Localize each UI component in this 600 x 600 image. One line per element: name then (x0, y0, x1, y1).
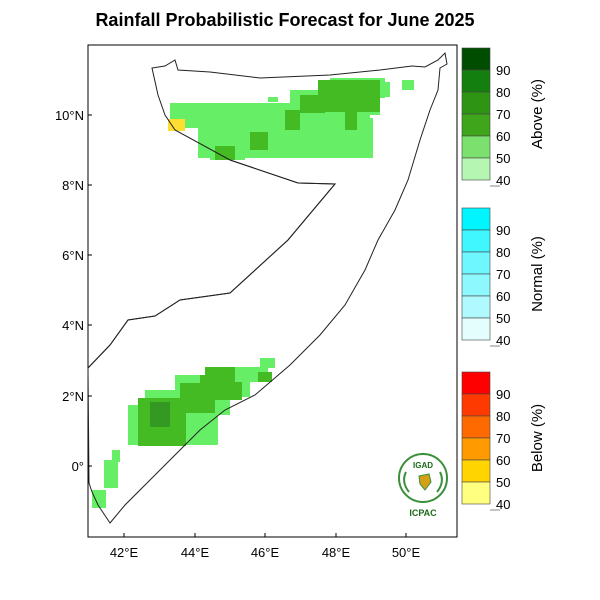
lat-label-8n: 8°N (62, 178, 84, 193)
map-title: Rainfall Probabilistic Forecast for June… (95, 10, 475, 30)
colorbar-swatch (461, 91, 491, 115)
forecast-cell-above-50 (260, 358, 275, 368)
forecast-cell-above-50 (92, 490, 106, 508)
forecast-cell-above-60 (285, 110, 300, 130)
logo-igad-text: IGAD (413, 461, 433, 470)
colorbar-swatch (461, 229, 491, 253)
colorbar-swatch (461, 437, 491, 461)
forecast-cell-above-60 (215, 146, 235, 160)
lat-label-6n: 6°N (62, 248, 84, 263)
laurel-icon (403, 471, 443, 493)
colorbar-title: Above (%) (529, 79, 546, 149)
colorbar-swatch (461, 113, 491, 137)
lat-label-2n: 2°N (62, 389, 84, 404)
forecast-cell-above-70 (150, 402, 170, 427)
colorbar-tick-label: 80 (496, 409, 510, 424)
colorbar-tick-label: 40 (496, 173, 510, 188)
colorbar-swatch (461, 371, 491, 395)
colorbars: 90 80 70 60 50 40 Above (%) 90 80 70 60 50 40 Normal … (461, 47, 546, 512)
colorbar-tick-label: 40 (496, 333, 510, 348)
igad-logo: IGAD ICPAC (398, 453, 448, 518)
forecast-cell-above-60 (300, 95, 325, 113)
lon-label-46e: 46°E (251, 545, 280, 560)
colorbar-swatch (461, 135, 491, 159)
colorbar-tick-label: 60 (496, 289, 510, 304)
colorbar-swatch (461, 273, 491, 297)
colorbar-tick-label: 70 (496, 431, 510, 446)
forecast-cell-above-60 (228, 382, 242, 400)
colorbar-swatch (461, 207, 491, 231)
forecast-cell-above-50 (112, 450, 120, 462)
colorbar-tick-label: 90 (496, 63, 510, 78)
axis-ticks (88, 114, 407, 537)
colorbar-tick-label: 50 (496, 475, 510, 490)
colorbar-tick-label: 80 (496, 245, 510, 260)
map-frame (87, 44, 458, 538)
colorbar-swatch (461, 47, 491, 71)
colorbar-tick-label: 70 (496, 267, 510, 282)
lon-label-44e: 44°E (181, 545, 210, 560)
lat-label-4n: 4°N (62, 318, 84, 333)
lat-label-10n: 10°N (55, 108, 84, 123)
forecast-cell-above-50 (104, 460, 118, 488)
lon-label-50e: 50°E (392, 545, 421, 560)
forecast-cell-below-40 (168, 119, 185, 131)
colorbar-tick-label: 80 (496, 85, 510, 100)
colorbar-swatch (461, 251, 491, 275)
forecast-cell-above-60 (345, 100, 357, 130)
colorbar-title: Below (%) (529, 404, 546, 472)
forecast-cell-above-60 (258, 372, 272, 382)
forecast-cells (92, 78, 414, 508)
colorbar-swatch (461, 481, 491, 505)
africa-icon (418, 473, 432, 491)
colorbar-swatch (461, 69, 491, 93)
colorbar-title: Normal (%) (529, 236, 546, 312)
colorbar-tick-label: 50 (496, 151, 510, 166)
colorbar-tick-label: 90 (496, 387, 510, 402)
colorbar-swatch (461, 415, 491, 439)
colorbar-swatch (461, 393, 491, 417)
lat-label-0: 0° (72, 459, 84, 474)
lon-label-42e: 42°E (110, 545, 139, 560)
colorbar-swatch (461, 459, 491, 483)
colorbar-swatch (461, 157, 491, 181)
colorbar-tick-label: 60 (496, 129, 510, 144)
region-border (87, 159, 337, 369)
colorbar-tick-label: 60 (496, 453, 510, 468)
logo-icpac-text: ICPAC (409, 508, 437, 518)
colorbar-swatch (461, 295, 491, 319)
colorbar-tick-label: 90 (496, 223, 510, 238)
colorbar-swatch (461, 317, 491, 341)
colorbar-tick-label: 50 (496, 311, 510, 326)
forecast-cell-above-50 (268, 97, 278, 102)
lon-label-48e: 48°E (322, 545, 351, 560)
forecast-cell-above-60 (250, 132, 268, 150)
forecast-cell-above-50 (402, 80, 414, 90)
colorbar-tick-label: 70 (496, 107, 510, 122)
colorbar-tick-label: 40 (496, 497, 510, 512)
